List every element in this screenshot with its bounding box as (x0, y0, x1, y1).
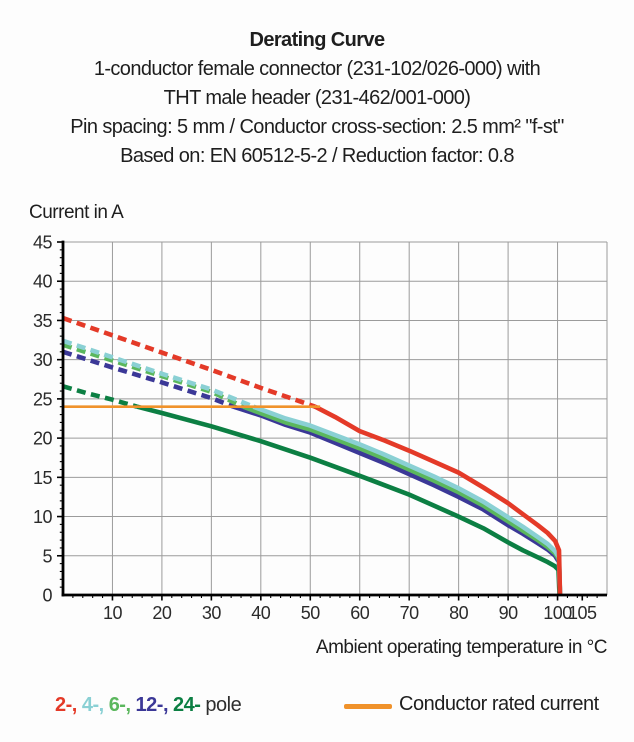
x-tick-label-70: 70 (400, 603, 420, 623)
curve-2-pole (62, 315, 563, 596)
y-axis-title: Current in A (29, 202, 124, 223)
y-tick-label-0: 0 (42, 586, 52, 606)
figure-header: Derating Curve 1-conductor female connec… (0, 26, 634, 171)
curve-12-pole (62, 349, 563, 596)
legend-rated-current-swatch (344, 704, 392, 709)
curves (62, 315, 563, 596)
curve-6-pole (62, 342, 563, 596)
legend-pole-6-label: 6-, (108, 694, 131, 716)
y-tick-label-45: 45 (33, 233, 53, 253)
legend-pole-24-label: 24- (173, 694, 201, 716)
figure-subtitle-4: Based on: EN 60512-5-2 / Reduction facto… (120, 145, 514, 167)
legend-pole-items: 2-, 4-, 6-, 12-, 24- pole (55, 694, 246, 717)
y-tick-label-10: 10 (33, 507, 53, 527)
x-tick-label-90: 90 (499, 603, 519, 623)
y-tick-label-30: 30 (33, 350, 53, 370)
x-tick-label-100: 100 (543, 603, 572, 623)
tick-labels: 0 5 10 15 20 25 30 35 40 45 10 20 30 40 50 60 70 80 90 1001… (33, 233, 598, 624)
legend-pole-2-label: 2-, (55, 694, 77, 716)
x-tick-label-105: 105 (568, 603, 597, 623)
x-tick-label-10: 10 (103, 603, 123, 623)
figure-subtitle-2: THT male header (231-462/001-000) (163, 87, 471, 109)
legend-pole-suffix: pole (205, 694, 242, 716)
curve-24-pole (62, 384, 562, 596)
y-tick-label-40: 40 (33, 272, 53, 292)
figure-title: Derating Curve (249, 29, 386, 51)
x-tick-label-60: 60 (350, 603, 370, 623)
y-tick-label-25: 25 (33, 389, 53, 409)
x-tick-label-20: 20 (152, 603, 172, 623)
legend-pole-4-label: 4-, (81, 694, 104, 716)
legend-rated-current-label: Conductor rated current (399, 693, 599, 715)
y-tick-label-20: 20 (33, 429, 53, 449)
axes (57, 240, 607, 601)
y-tick-label-5: 5 (42, 546, 52, 566)
curve-4-pole (62, 338, 563, 596)
x-tick-label-30: 30 (202, 603, 222, 623)
x-tick-label-50: 50 (301, 603, 321, 623)
grid (63, 241, 608, 595)
legend-pole-12-label: 12-, (135, 694, 169, 716)
y-tick-label-15: 15 (33, 468, 53, 488)
figure-subtitle-1: 1-conductor female connector (231-102/02… (93, 58, 541, 80)
figure-subtitle-3: Pin spacing: 5 mm / Conductor cross-sect… (70, 116, 564, 138)
x-axis-title: Ambient operating temperature in °C (315, 637, 608, 658)
y-tick-label-35: 35 (33, 311, 53, 331)
x-tick-label-80: 80 (449, 603, 469, 623)
x-tick-label-40: 40 (251, 603, 271, 623)
